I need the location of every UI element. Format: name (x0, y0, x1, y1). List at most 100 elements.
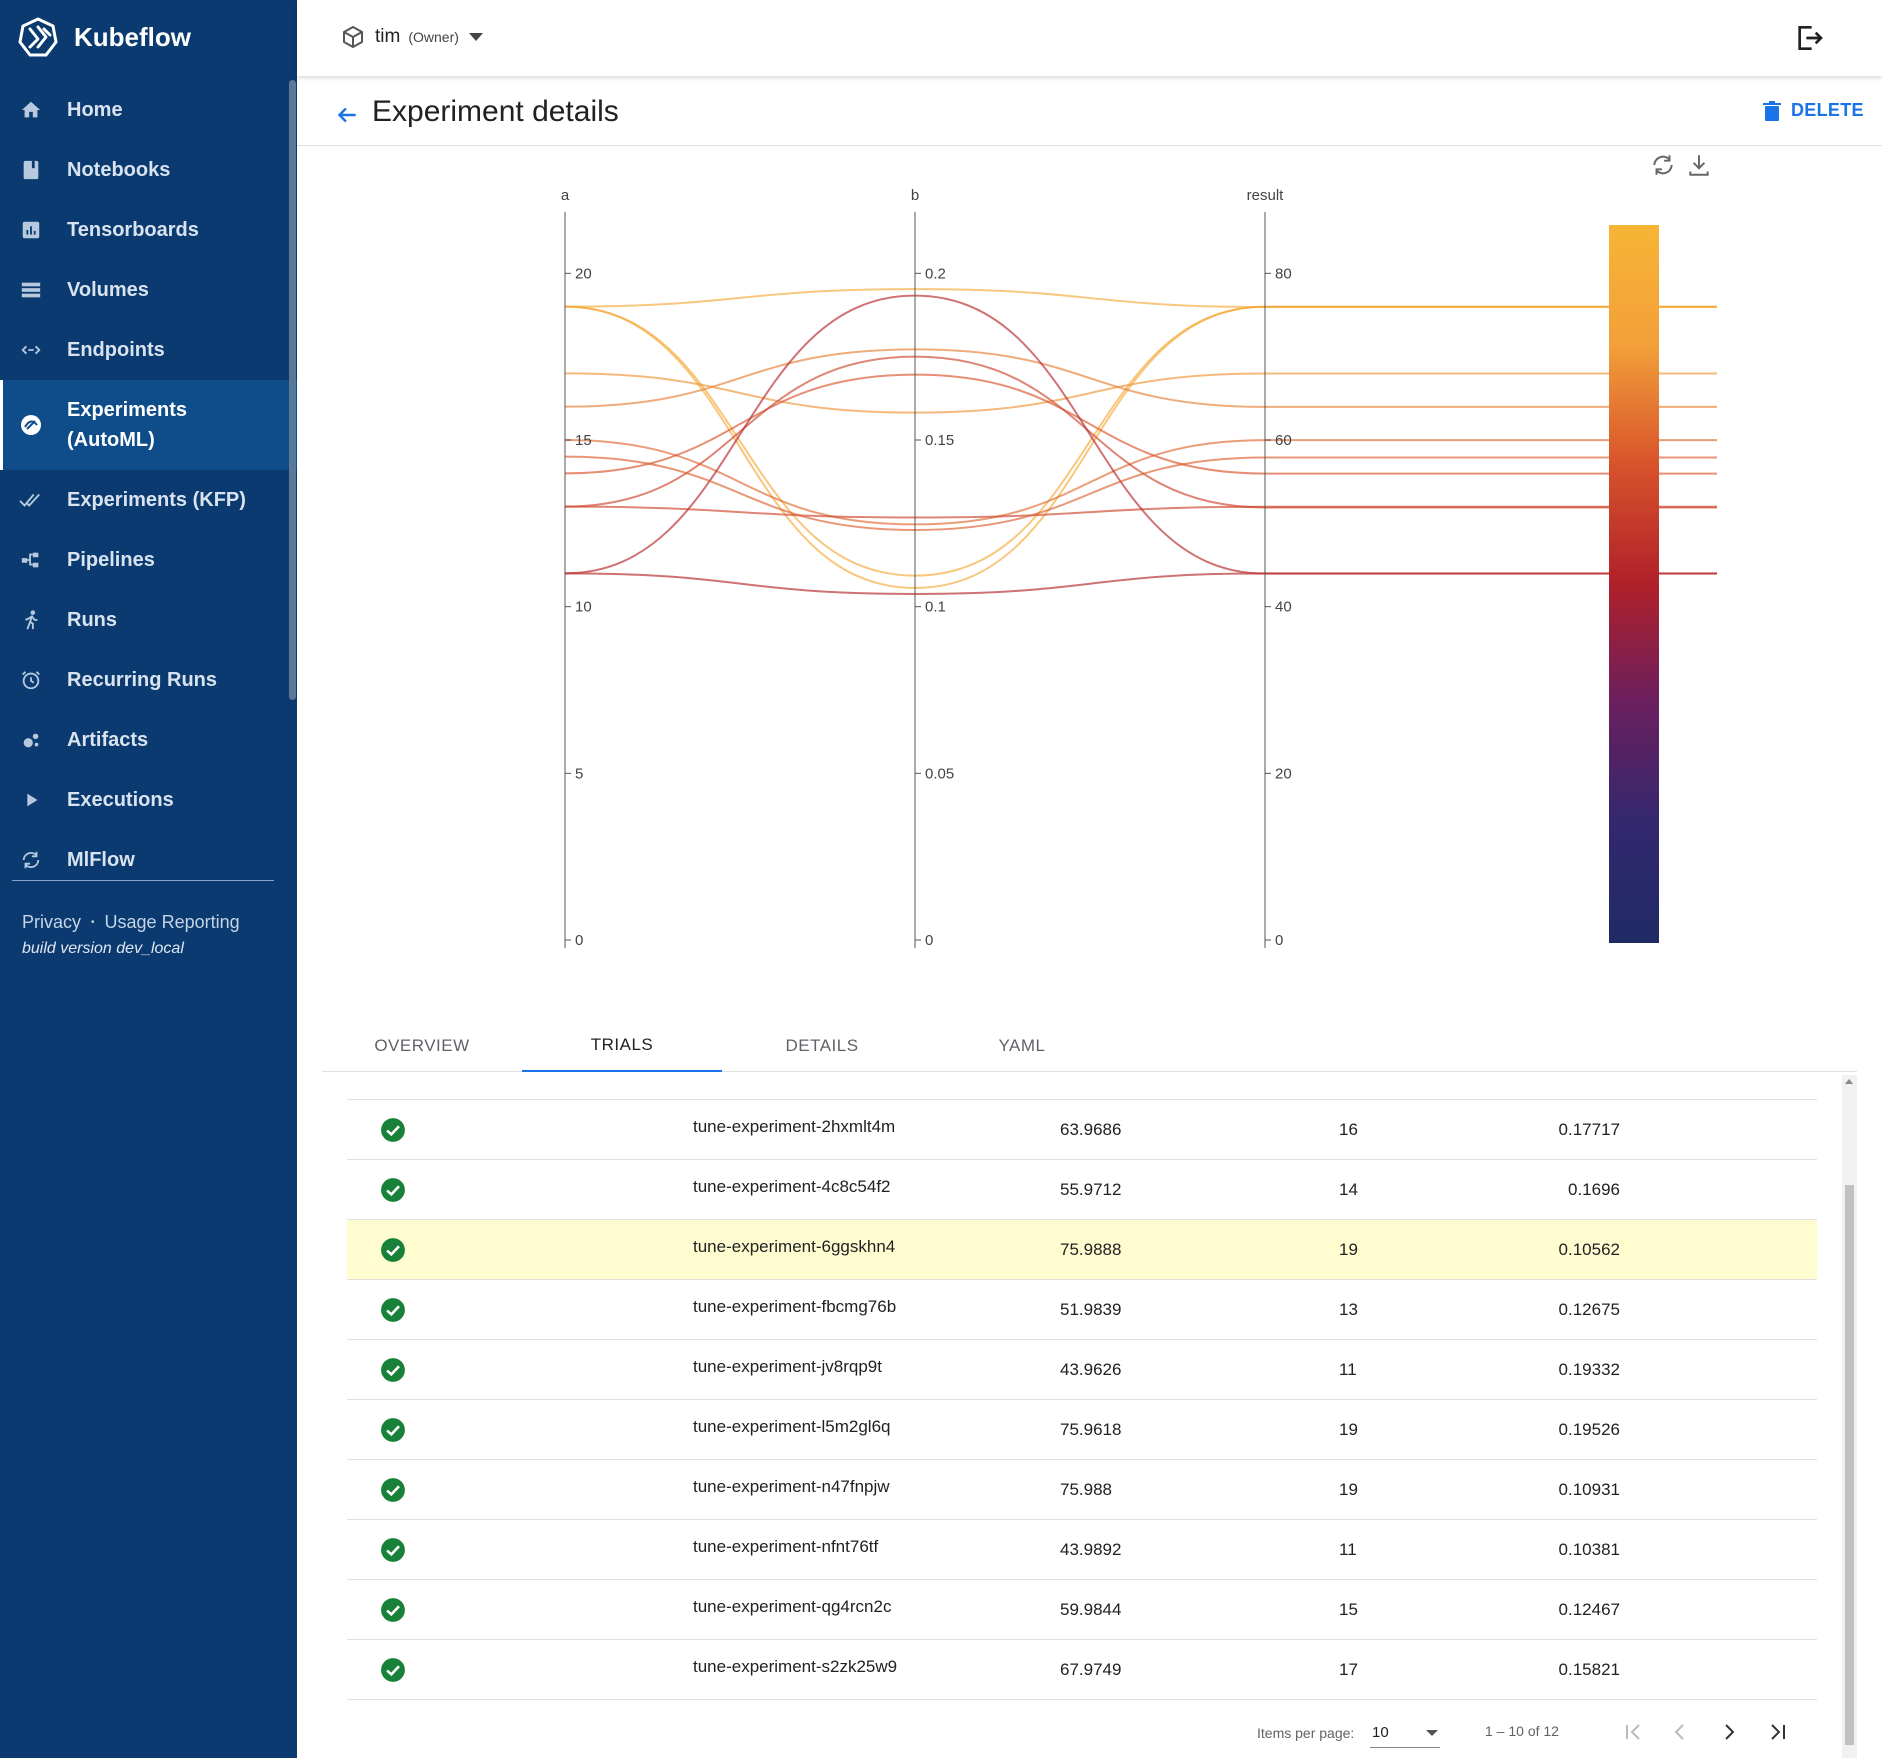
tick-label: 0.1 (925, 599, 946, 616)
back-arrow-icon[interactable] (333, 102, 361, 128)
sidebar-item-mlflow[interactable]: MlFlow (0, 830, 297, 890)
brand[interactable]: Kubeflow (18, 14, 191, 60)
trial-param-b: 0.19332 (1558, 1360, 1620, 1379)
tick-label: 0 (925, 932, 933, 949)
tab-details[interactable]: DETAILS (785, 1036, 859, 1055)
chart-line (564, 572, 1717, 595)
privacy-link[interactable]: Privacy (22, 912, 82, 932)
trial-param-b: 0.19526 (1558, 1420, 1620, 1439)
tab-yaml[interactable]: YAML (998, 1036, 1046, 1055)
sidebar-item-home[interactable]: Home (0, 80, 297, 140)
sidebar-item-experiments-kfp[interactable]: Experiments (KFP) (0, 470, 297, 530)
namespace-role: (Owner) (408, 29, 459, 45)
trial-result: 75.9888 (1060, 1240, 1122, 1259)
download-icon[interactable] (1686, 152, 1712, 178)
trial-result: 67.9749 (1060, 1660, 1122, 1679)
sidebar-item-label: Volumes (67, 279, 149, 301)
check-circle-icon (381, 1538, 405, 1562)
trial-name[interactable]: tune-experiment-s2zk25w9 (693, 1657, 898, 1676)
trial-result: 63.9686 (1060, 1120, 1122, 1139)
trial-name[interactable]: tune-experiment-4c8c54f2 (693, 1177, 891, 1196)
table-row[interactable]: tune-experiment-n47fnpjw 75.988 19 0.10931 (347, 1460, 1817, 1520)
trial-result: 43.9626 (1060, 1360, 1122, 1379)
trial-name[interactable]: tune-experiment-6ggskhn4 (693, 1237, 896, 1256)
sidebar-item-executions[interactable]: Executions (0, 770, 297, 830)
first-page-button[interactable] (1615, 1714, 1651, 1750)
page-header: Experiment details DELETE (297, 78, 1882, 146)
trial-name[interactable]: tune-experiment-l5m2gl6q (693, 1417, 891, 1436)
tick-label: 0 (575, 932, 583, 949)
sidebar-item-label: Recurring Runs (67, 669, 218, 691)
page-title: Experiment details (372, 95, 619, 128)
sidebar-item-label: Experiments (AutoML) (67, 399, 188, 451)
table-row[interactable]: tune-experiment-l5m2gl6q 75.9618 19 0.19526 (347, 1400, 1817, 1460)
storage-icon (18, 277, 44, 303)
trial-param-b: 0.10381 (1558, 1540, 1620, 1559)
chart-line (564, 372, 1717, 414)
trial-name[interactable]: tune-experiment-n47fnpjw (693, 1477, 890, 1496)
runner-icon (18, 607, 44, 633)
page-range-label: 1 – 10 of 12 (1485, 1723, 1559, 1739)
sidebar-item-pipelines[interactable]: Pipelines (0, 530, 297, 590)
trial-name[interactable]: tune-experiment-jv8rqp9t (693, 1357, 882, 1376)
table-row[interactable]: tune-experiment-2hxmlt4m 63.9686 16 0.17717 (347, 1100, 1817, 1160)
trial-param-b: 0.12675 (1558, 1300, 1620, 1319)
sidebar-item-runs[interactable]: Runs (0, 590, 297, 650)
table-row[interactable]: tune-experiment-s2zk25w9 67.9749 17 0.15821 (347, 1640, 1817, 1700)
sidebar-item-experiments-automl[interactable]: Experiments (AutoML) (0, 380, 297, 470)
table-row[interactable]: tune-experiment-jv8rqp9t 43.9626 11 0.19332 (347, 1340, 1817, 1400)
trial-result: 55.9712 (1060, 1180, 1122, 1199)
tab-trials[interactable]: TRIALS (522, 1020, 722, 1072)
table-row[interactable]: tune-experiment-fbcmg76b 51.9839 13 0.12675 (347, 1280, 1817, 1340)
delete-button[interactable]: DELETE (1763, 100, 1864, 121)
chevron-left-icon (1674, 1724, 1684, 1740)
items-per-page-select[interactable]: 10 (1370, 1716, 1440, 1748)
sidebar-item-volumes[interactable]: Volumes (0, 260, 297, 320)
sync-icon (18, 847, 44, 873)
chart-line (564, 348, 1717, 408)
trials-table: tune-experiment-2hxmlt4m 63.9686 16 0.17717… (322, 1075, 1857, 1758)
trial-name[interactable]: tune-experiment-qg4rcn2c (693, 1597, 892, 1616)
table-row[interactable]: tune-experiment-6ggskhn4 75.9888 19 0.10562 (347, 1220, 1817, 1280)
sidebar-item-endpoints[interactable]: Endpoints (0, 320, 297, 380)
table-row[interactable]: tune-experiment-nfnt76tf 43.9892 11 0.10381 (347, 1520, 1817, 1580)
previous-page-button[interactable] (1662, 1714, 1698, 1750)
home-icon (18, 97, 44, 123)
trial-param-b: 0.17717 (1558, 1120, 1620, 1139)
status-cell (380, 1400, 406, 1460)
tick-label: 80 (1275, 265, 1292, 282)
code-arrows-icon (18, 337, 44, 363)
sidebar-item-label: Notebooks (67, 159, 171, 181)
delete-label: DELETE (1791, 100, 1864, 120)
scroll-thumb[interactable] (1845, 1185, 1854, 1745)
trial-name[interactable]: tune-experiment-2hxmlt4m (693, 1117, 896, 1136)
items-per-page-value: 10 (1372, 1724, 1389, 1741)
axis-label: b (911, 187, 919, 204)
sidebar-item-tensorboards[interactable]: Tensorboards (0, 200, 297, 260)
last-page-button[interactable] (1760, 1714, 1796, 1750)
trial-name[interactable]: tune-experiment-nfnt76tf (693, 1537, 879, 1556)
next-page-button[interactable] (1711, 1714, 1747, 1750)
table-row[interactable]: tune-experiment-qg4rcn2c 59.9844 15 0.12467 (347, 1580, 1817, 1640)
sidebar-divider (12, 880, 274, 881)
namespace-selector[interactable]: tim (Owner) (341, 22, 483, 52)
sidebar-item-notebooks[interactable]: Notebooks (0, 140, 297, 200)
sidebar-item-recurring-runs[interactable]: Recurring Runs (0, 650, 297, 710)
sidebar-scrollbar[interactable] (289, 80, 296, 700)
footer-separator: • (91, 917, 95, 928)
trial-name[interactable]: tune-experiment-fbcmg76b (693, 1297, 897, 1316)
alarm-icon (18, 667, 44, 693)
scroll-up-icon[interactable] (1845, 1079, 1853, 1084)
sidebar-item-artifacts[interactable]: Artifacts (0, 710, 297, 770)
last-page-icon (1771, 1724, 1785, 1740)
usage-reporting-link[interactable]: Usage Reporting (104, 912, 240, 932)
reset-icon[interactable] (1650, 152, 1676, 178)
table-row[interactable]: tune-experiment-4c8c54f2 55.9712 14 0.1696 (347, 1160, 1817, 1220)
trial-param-b: 0.12467 (1558, 1600, 1620, 1619)
table-scrollbar[interactable] (1842, 1075, 1857, 1758)
status-cell (380, 1520, 406, 1580)
logout-icon[interactable] (1793, 22, 1825, 54)
tab-overview[interactable]: OVERVIEW (374, 1036, 470, 1055)
tick-label: 0.05 (925, 765, 954, 782)
trial-param-a: 16 (1339, 1120, 1358, 1139)
